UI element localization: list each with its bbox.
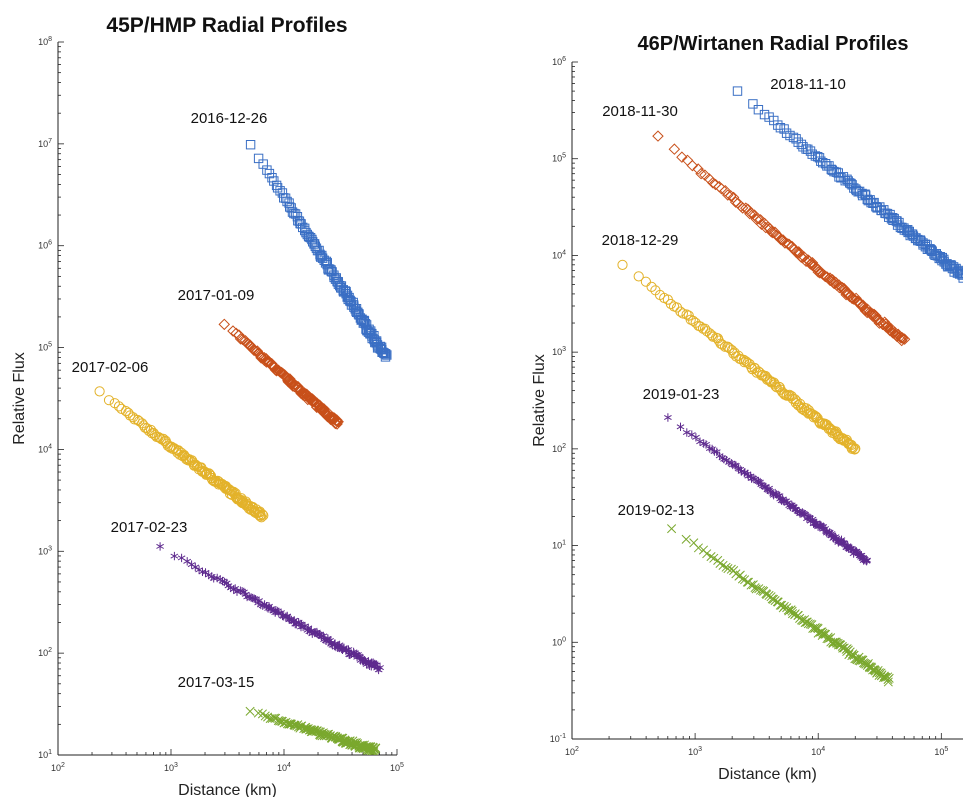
y-tick-label: 102	[552, 443, 566, 454]
x-tick-label: 104	[277, 762, 291, 773]
series-2017-02-23	[156, 542, 384, 675]
series-2017-02-06	[94, 386, 269, 523]
series-2017-03-15	[245, 706, 381, 755]
y-tick-label: 108	[38, 36, 52, 47]
y-tick-label: 102	[38, 647, 52, 658]
y-tick-label: 100	[552, 636, 566, 647]
x-tick-label: 103	[688, 746, 702, 757]
x-tick-label: 102	[51, 762, 65, 773]
y-tick-label: 106	[552, 56, 566, 67]
y-tick-label: 106	[38, 240, 52, 251]
series-2019-01-23	[664, 413, 872, 566]
series-label: 2017-02-06	[72, 359, 149, 376]
series-label: 2018-12-29	[602, 232, 679, 249]
y-tick-label: 104	[38, 443, 52, 454]
y-tick-label: 105	[38, 342, 52, 353]
y-axis-label: Relative Flux	[531, 354, 548, 446]
y-tick-label: 101	[552, 540, 566, 551]
x-tick-label: 104	[811, 746, 825, 757]
y-tick-label: 10-1	[550, 733, 566, 744]
series-2016-12-26	[245, 140, 392, 362]
series-label: 2017-03-15	[178, 674, 255, 691]
x-axis-label: Distance (km)	[718, 766, 817, 783]
series-label: 2019-02-13	[618, 502, 695, 519]
y-tick-label: 104	[552, 249, 566, 260]
y-axis-label: Relative Flux	[11, 352, 28, 444]
chart-panel-2: 46P/Wirtanen Radial Profiles 10-1 100 101 10…	[531, 33, 963, 783]
y-tick-label: 103	[552, 346, 566, 357]
x-tick-label: 102	[565, 746, 579, 757]
series-2018-12-29	[617, 259, 861, 455]
x-tick-label: 105	[390, 762, 404, 773]
series-2019-02-13	[667, 524, 894, 687]
x-tick-label: 105	[934, 746, 948, 757]
series-label: 2017-02-23	[111, 519, 188, 536]
series-label: 2019-01-23	[643, 386, 720, 403]
series-label: 2016-12-26	[191, 110, 268, 127]
series-label: 2017-01-09	[178, 287, 255, 304]
series-2017-01-09	[218, 318, 344, 430]
y-tick-label: 107	[38, 138, 52, 149]
x-axis-label: Distance (km)	[178, 782, 277, 797]
y-tick-label: 103	[38, 545, 52, 556]
chart-title: 46P/Wirtanen Radial Profiles	[637, 33, 908, 55]
series-2018-11-30	[652, 130, 911, 347]
y-tick-label: 105	[552, 153, 566, 164]
series-label: 2018-11-30	[602, 103, 678, 120]
series-label: 2018-11-10	[770, 76, 846, 93]
y-tick-label: 101	[38, 749, 52, 760]
series-2018-11-10	[732, 86, 963, 283]
x-tick-label: 103	[164, 762, 178, 773]
chart-panel-1: 45P/HMP Radial Profiles 101 102 103 104 105 10…	[11, 14, 404, 797]
chart-title: 45P/HMP Radial Profiles	[106, 14, 347, 37]
